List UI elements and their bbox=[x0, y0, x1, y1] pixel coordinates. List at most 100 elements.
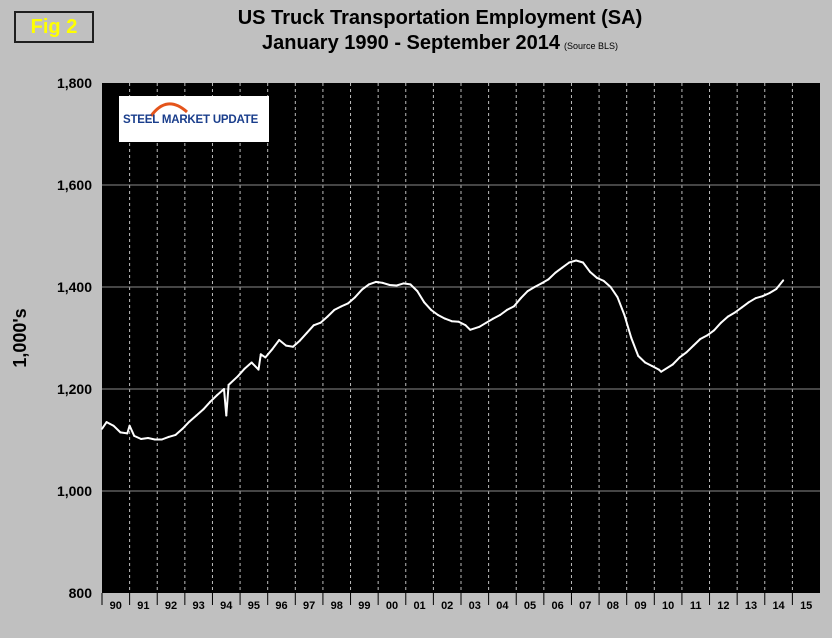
data-point bbox=[692, 344, 695, 347]
vertical-gridlines bbox=[129, 83, 793, 593]
data-point bbox=[340, 305, 343, 308]
x-tick-label: 93 bbox=[193, 600, 205, 612]
data-point bbox=[423, 301, 426, 304]
data-point bbox=[595, 276, 598, 279]
x-tick-label: 09 bbox=[634, 600, 646, 612]
x-axis-ticks: 90 91 92 93 94 95 96 97 98 99 00 01 02 03 04 05 06 07 08 09… bbox=[101, 593, 812, 612]
x-tick-label: 12 bbox=[717, 600, 729, 612]
data-point bbox=[223, 388, 225, 390]
x-tick-label: 94 bbox=[220, 600, 233, 612]
y-tick-label: 1,800 bbox=[57, 75, 92, 91]
data-point bbox=[209, 400, 212, 403]
x-tick-label: 91 bbox=[137, 600, 149, 612]
data-point bbox=[285, 344, 288, 347]
x-tick-label: 05 bbox=[524, 600, 536, 612]
data-point bbox=[225, 414, 228, 417]
x-tick-label: 11 bbox=[690, 600, 702, 612]
chart-title: US Truck Transportation Employment (SA) bbox=[237, 7, 643, 29]
data-point bbox=[720, 321, 722, 324]
x-tick-label: 99 bbox=[358, 600, 370, 612]
data-point bbox=[706, 334, 709, 337]
x-tick-label: 95 bbox=[248, 600, 260, 612]
data-point bbox=[450, 320, 453, 323]
data-point bbox=[319, 321, 322, 324]
data-point bbox=[554, 271, 557, 274]
y-tick-label: 800 bbox=[69, 585, 93, 601]
data-point bbox=[354, 296, 357, 299]
data-point bbox=[699, 338, 702, 340]
data-point bbox=[236, 375, 239, 378]
x-tick-label: 13 bbox=[745, 600, 757, 612]
data-point bbox=[243, 367, 246, 370]
data-point bbox=[540, 282, 543, 285]
data-point bbox=[347, 302, 350, 305]
data-point bbox=[519, 297, 522, 300]
x-tick-label: 10 bbox=[662, 600, 674, 612]
x-tick-label: 01 bbox=[413, 600, 425, 612]
logo-text: STEEL MARKET UPDATE bbox=[123, 114, 259, 126]
data-point bbox=[678, 356, 681, 359]
data-point bbox=[685, 351, 688, 354]
data-point bbox=[754, 297, 757, 300]
data-point bbox=[713, 329, 716, 332]
data-point bbox=[402, 282, 405, 285]
data-point bbox=[133, 434, 136, 437]
data-point bbox=[602, 279, 605, 282]
logo-swoosh-icon bbox=[149, 102, 189, 117]
data-point bbox=[195, 414, 198, 417]
y-axis-label: 1,000's bbox=[10, 308, 30, 367]
data-point bbox=[526, 290, 529, 293]
data-point bbox=[326, 315, 329, 318]
data-point bbox=[437, 314, 439, 316]
data-point bbox=[747, 301, 750, 304]
data-point bbox=[250, 361, 253, 364]
data-point bbox=[160, 438, 163, 441]
data-point bbox=[561, 266, 564, 269]
data-point bbox=[430, 308, 433, 311]
data-point bbox=[660, 370, 663, 373]
data-point bbox=[547, 278, 550, 281]
data-point bbox=[443, 317, 446, 320]
data-point bbox=[657, 368, 660, 371]
data-point bbox=[761, 295, 764, 298]
x-tick-label: 08 bbox=[607, 600, 619, 612]
y-tick-label: 1,600 bbox=[57, 177, 92, 193]
data-point bbox=[582, 261, 584, 264]
x-tick-label: 02 bbox=[441, 600, 453, 612]
data-point bbox=[726, 315, 729, 318]
data-point bbox=[174, 433, 177, 436]
data-point bbox=[147, 437, 149, 439]
data-point bbox=[257, 368, 260, 371]
data-point bbox=[292, 345, 294, 348]
x-tick-label: 03 bbox=[469, 600, 481, 612]
data-point bbox=[312, 324, 315, 327]
x-tick-label: 07 bbox=[579, 600, 591, 612]
data-point bbox=[782, 279, 785, 282]
data-point bbox=[464, 324, 467, 327]
data-point bbox=[181, 427, 184, 430]
data-point bbox=[609, 286, 612, 288]
data-point bbox=[167, 435, 170, 438]
chart-subtitle-line: January 1990 - September 2014 (Source BLS… bbox=[100, 30, 780, 59]
data-point bbox=[395, 284, 398, 287]
data-point bbox=[216, 394, 219, 397]
data-point bbox=[227, 383, 230, 386]
data-point bbox=[616, 296, 619, 299]
x-tick-label: 14 bbox=[772, 600, 785, 612]
data-point bbox=[278, 339, 281, 341]
data-point bbox=[361, 288, 363, 291]
x-tick-label: 97 bbox=[303, 600, 315, 612]
data-point bbox=[492, 317, 495, 320]
x-tick-label: 92 bbox=[165, 600, 177, 612]
data-point bbox=[112, 424, 115, 427]
data-point bbox=[575, 259, 578, 262]
data-point bbox=[416, 290, 419, 293]
data-point bbox=[485, 321, 488, 324]
data-point bbox=[101, 427, 103, 430]
chart-title-block: US Truck Transportation Employment (SA) … bbox=[100, 6, 780, 59]
x-tick-label: 98 bbox=[331, 600, 343, 612]
data-point bbox=[512, 305, 515, 308]
chart-subtitle: January 1990 - September 2014 bbox=[262, 32, 560, 54]
data-point bbox=[128, 424, 131, 427]
